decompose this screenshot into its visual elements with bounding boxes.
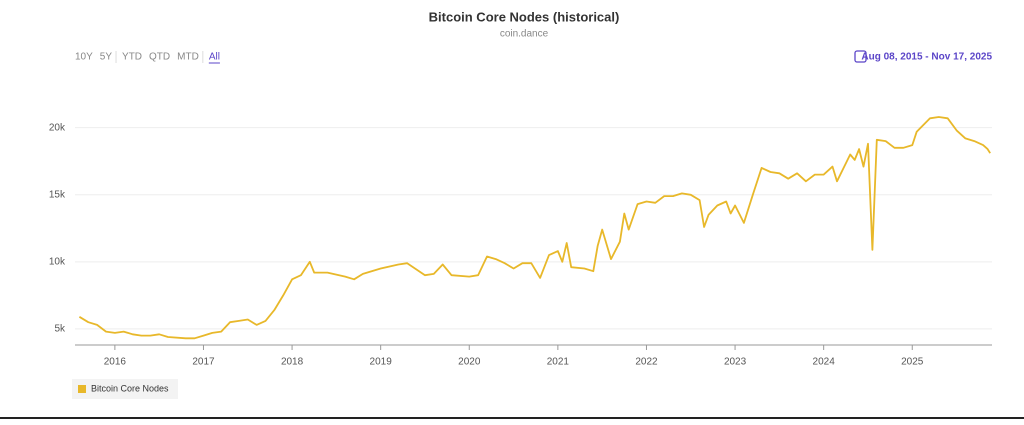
x-tick-label: 2023 <box>724 357 747 368</box>
x-tick-label: 2016 <box>104 357 127 368</box>
y-tick-label: 20k <box>49 122 66 133</box>
x-tick-label: 2024 <box>813 357 836 368</box>
x-tick-label: 2018 <box>281 357 304 368</box>
x-tick-label: 2025 <box>901 357 924 368</box>
y-tick-label: 10k <box>49 256 66 267</box>
y-tick-label: 15k <box>49 189 66 200</box>
range-button[interactable]: MTD <box>177 52 199 63</box>
x-tick-label: 2021 <box>547 357 570 368</box>
x-tick-label: 2020 <box>458 357 481 368</box>
legend-swatch <box>78 385 86 393</box>
legend-box[interactable] <box>72 379 178 399</box>
calendar-icon[interactable] <box>854 50 867 63</box>
range-button[interactable]: 10Y <box>75 52 93 63</box>
y-tick-label: 5k <box>54 324 66 335</box>
chart-title: Bitcoin Core Nodes (historical) <box>429 9 620 24</box>
date-range[interactable]: Aug 08, 2015 - Nov 17, 2025 <box>861 52 992 63</box>
chart-subtitle: coin.dance <box>500 29 549 40</box>
range-button[interactable]: QTD <box>149 52 170 63</box>
data-line <box>78 116 991 340</box>
x-tick-label: 2017 <box>192 357 215 368</box>
x-tick-label: 2022 <box>635 357 658 368</box>
legend-label: Bitcoin Core Nodes <box>91 383 169 393</box>
range-button[interactable]: 5Y <box>100 52 113 63</box>
range-button[interactable]: All <box>209 52 220 63</box>
range-button[interactable]: YTD <box>122 52 142 63</box>
x-tick-label: 2019 <box>370 357 393 368</box>
